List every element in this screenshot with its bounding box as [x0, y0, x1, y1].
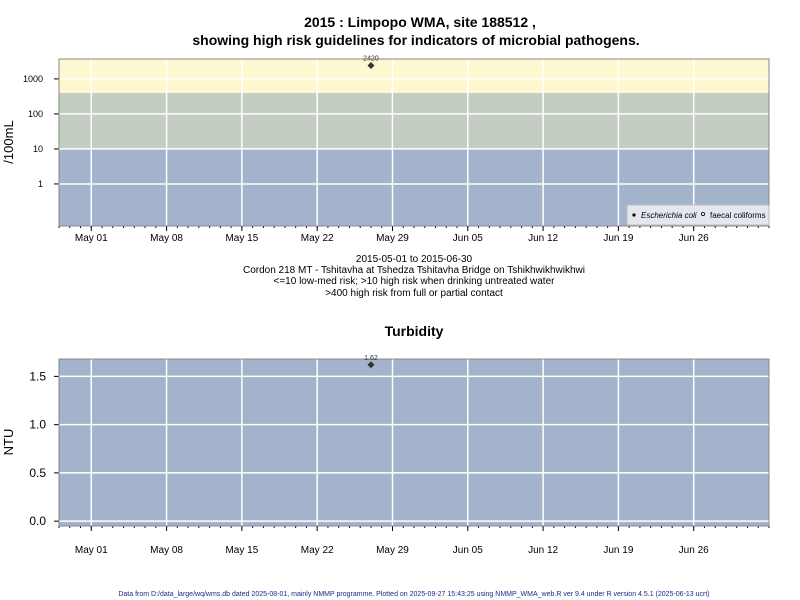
data-label: 2420 — [363, 55, 379, 62]
y-tick-label: 1000 — [23, 74, 43, 84]
x-tick-label: May 01 — [75, 233, 108, 244]
x-tick-label: Jun 12 — [528, 233, 558, 244]
data-label: 1.62 — [364, 355, 378, 362]
legend: Escherichia coli faecal coliforms — [626, 204, 770, 226]
y-axis-label-bottom: NTU — [1, 429, 16, 456]
risk-band-1 — [59, 92, 769, 149]
x-tick-label: May 08 — [150, 233, 183, 244]
legend-label: Escherichia coli — [641, 211, 697, 220]
data-point — [367, 361, 375, 369]
chart-title: 2015 : Limpopo WMA, site 188512 , — [304, 14, 536, 30]
y-tick-label: 1.0 — [29, 418, 46, 432]
x-tick-label: Jun 19 — [603, 545, 633, 556]
x-tick-label: Jun 05 — [453, 233, 483, 244]
footer-note: Data from D:/data_large/wq/wms.db dated … — [118, 591, 709, 598]
turbidity-title: Turbidity — [385, 323, 444, 339]
x-tick-label: May 08 — [150, 545, 183, 556]
legend-label: faecal coliforms — [710, 211, 766, 220]
legend-marker-filled — [632, 213, 636, 217]
x-tick-label: May 22 — [301, 233, 334, 244]
note-date-range: 2015-05-01 to 2015-06-30 — [356, 254, 473, 265]
x-tick-label: May 29 — [376, 545, 409, 556]
y-axis-label-top: /100mL — [1, 120, 16, 163]
plot-frame — [58, 58, 770, 227]
y-tick-label: 0.0 — [29, 514, 46, 528]
y-tick-label: 1.5 — [29, 369, 46, 383]
chart-subtitle: showing high risk guidelines for indicat… — [192, 32, 639, 48]
x-tick-label: May 22 — [301, 545, 334, 556]
x-tick-label: May 15 — [225, 233, 258, 244]
x-tick-label: Jun 12 — [528, 545, 558, 556]
x-tick-label: May 01 — [75, 545, 108, 556]
legend-box — [626, 204, 770, 226]
note-guideline-2: >400 high risk from full or partial cont… — [325, 288, 503, 299]
x-tick-label: May 29 — [376, 233, 409, 244]
y-tick-label: 10 — [33, 144, 43, 154]
y-tick-label: 100 — [28, 109, 43, 119]
x-tick-label: Jun 05 — [453, 545, 483, 556]
note-guideline-1: <=10 low-med risk; >10 high risk when dr… — [274, 276, 556, 287]
note-site: Cordon 218 MT - Tshitavha at Tshedza Tsh… — [243, 265, 585, 276]
plot-frame — [58, 358, 770, 527]
risk-band-2 — [59, 59, 769, 93]
x-tick-label: Jun 26 — [679, 233, 709, 244]
y-tick-label: 1 — [38, 179, 43, 189]
x-tick-label: Jun 26 — [679, 545, 709, 556]
data-point — [367, 61, 375, 69]
y-tick-label: 0.5 — [29, 466, 46, 480]
legend-marker-open — [701, 211, 706, 216]
plot-background — [59, 359, 769, 526]
x-tick-label: Jun 19 — [603, 233, 633, 244]
x-tick-label: May 15 — [225, 545, 258, 556]
